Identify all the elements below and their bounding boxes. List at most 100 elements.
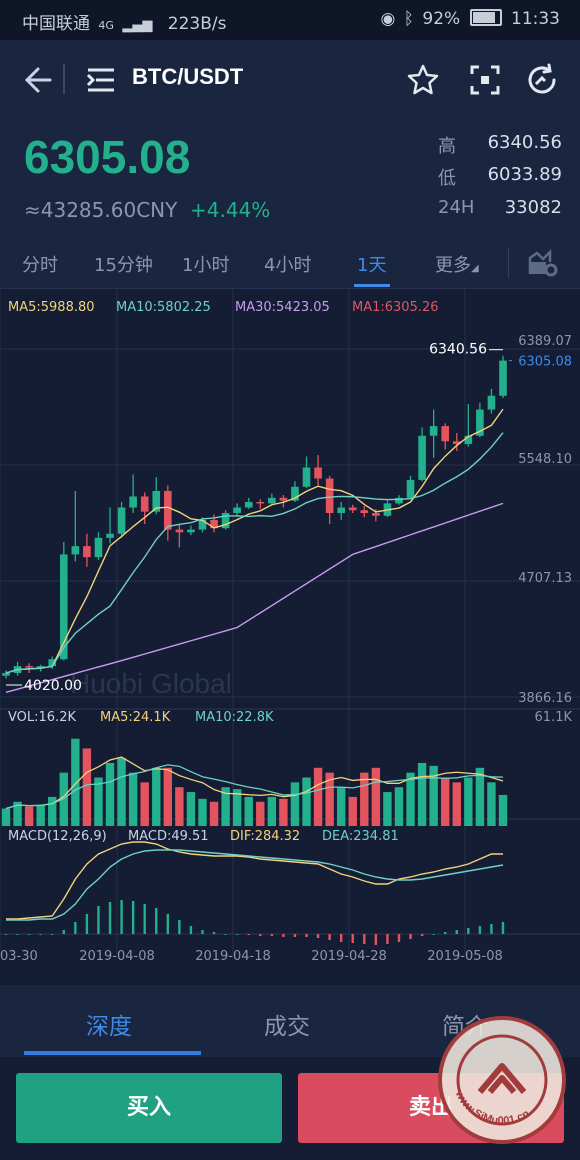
candle-body: [175, 529, 184, 533]
clock: 11:33: [511, 9, 560, 29]
dif-line: [6, 841, 503, 920]
macd-legend-item: DIF:284.32: [230, 829, 300, 844]
ma-legend-item: MA5:5988.80: [8, 300, 95, 315]
tab-trades[interactable]: 成交: [264, 1014, 310, 1040]
tab-15min[interactable]: 15分钟: [94, 255, 153, 276]
dea-line: [6, 849, 504, 921]
macd-histogram-bar: [212, 932, 216, 934]
candle-body: [372, 513, 380, 516]
macd-legend-item: MACD(12,26,9): [8, 829, 107, 844]
tab-more[interactable]: 更多◢: [435, 251, 479, 277]
macd-histogram-bar: [270, 934, 274, 936]
ma10-line: [5, 432, 504, 674]
price-axis-label: 5548.10: [518, 452, 572, 467]
volume-bar: [452, 782, 461, 826]
volume-bar: [302, 777, 311, 826]
tab-4hour[interactable]: 4小时: [264, 255, 312, 276]
candle-body: [360, 510, 369, 514]
kline-chart[interactable]: Huobi Global MA5:5988.80 MA10:5802.25 MA30…: [0, 289, 580, 984]
tab-1day[interactable]: 1天: [357, 255, 387, 276]
volume-bar: [140, 782, 149, 826]
macd-histogram-bar: [16, 934, 19, 935]
macd-histogram-bar: [282, 934, 285, 937]
volume-bar: [186, 792, 196, 826]
ma-legend-item: MA30:5423.05: [235, 300, 330, 315]
refresh-icon[interactable]: [525, 62, 559, 98]
macd-histogram-bar: [27, 934, 31, 935]
pair-list-icon[interactable]: [86, 66, 116, 94]
volume-bar: [498, 794, 508, 826]
volume-bar: [394, 787, 404, 826]
macd-histogram-bar: [363, 934, 366, 944]
volume-bar: [244, 796, 253, 826]
ma-legend: MA5:5988.80 MA10:5802.25 MA30:5423.05 MA1:6…: [8, 300, 439, 315]
macd-histogram-bar: [189, 926, 193, 934]
battery-icon: [469, 9, 502, 26]
candle-body: [476, 409, 484, 436]
candle-body: [71, 546, 80, 555]
volume-bar: [1, 808, 11, 826]
volume-bar: [336, 787, 346, 826]
last-price-tag: 6305.08: [518, 355, 572, 370]
ticker-summary: 6305.08 ≈43285.60CNY +4.44% 高 6340.56 低 60…: [0, 120, 580, 240]
volume-axis-max: 61.1K: [535, 710, 573, 725]
cny-price: ≈43285.60CNY: [24, 198, 178, 222]
volume-bar: [325, 772, 334, 826]
macd-histogram-bar: [97, 906, 100, 934]
active-tab-indicator: [24, 1051, 201, 1055]
volume-bar: [429, 765, 438, 826]
candle-body: [314, 467, 322, 479]
macd-histogram-bar: [444, 932, 447, 934]
candle-body: [36, 666, 45, 668]
date-axis-label: 2019-04-18: [195, 949, 271, 964]
eye-icon: ◉: [380, 9, 396, 29]
network-icon: 4G: [98, 19, 114, 32]
stat-value: 33082: [504, 197, 562, 218]
volume-bar: [94, 777, 103, 826]
candle-body: [429, 426, 438, 436]
volume-bar: [221, 787, 230, 826]
candle-body: [441, 426, 450, 442]
macd-histogram-bar: [374, 934, 378, 945]
stat-value: 6340.56: [487, 132, 562, 153]
macd-histogram-bar: [235, 934, 239, 935]
volume-bar: [105, 762, 115, 826]
back-arrow-icon[interactable]: [22, 62, 54, 98]
candle-body: [395, 497, 403, 504]
tab-1hour[interactable]: 1小时: [182, 255, 230, 276]
ma-legend-item: MA10:5802.25: [116, 300, 211, 315]
macd-histogram-bar: [501, 922, 505, 934]
volume-bar: [279, 798, 288, 826]
macd-histogram-bar: [131, 901, 135, 934]
stat-label: 高: [438, 136, 456, 157]
volume-bar: [24, 806, 34, 826]
macd-histogram-bar: [293, 934, 297, 937]
dropdown-triangle-icon: ◢: [471, 263, 479, 274]
macd-histogram-bar: [316, 934, 320, 938]
candle-body: [291, 486, 299, 501]
divider: [63, 64, 65, 94]
volume-bar: [371, 767, 381, 826]
star-icon[interactable]: [406, 62, 440, 98]
fullscreen-icon[interactable]: [468, 62, 502, 98]
pair-title[interactable]: BTC/USDT: [132, 64, 244, 89]
battery-percent: 92%: [422, 9, 461, 29]
stat-24h: 24H 33082: [438, 197, 562, 218]
signal-icon: ▂▄▆: [122, 18, 153, 33]
volume-bar: [71, 738, 80, 826]
volume-bar: [383, 792, 392, 826]
candle-body: [487, 395, 496, 410]
volume-bar: [209, 801, 219, 826]
volume-bar: [13, 801, 22, 826]
macd-histogram-bar: [397, 934, 401, 942]
macd-histogram-bar: [467, 928, 470, 934]
tab-timeshare[interactable]: 分时: [22, 255, 58, 276]
candle-body: [244, 501, 253, 508]
buy-button[interactable]: 买入: [16, 1073, 282, 1143]
volume-bar: [117, 758, 126, 826]
chart-settings-icon[interactable]: [527, 248, 559, 278]
tab-depth[interactable]: 深度: [86, 1014, 132, 1040]
bluetooth-icon: ᛒ: [403, 9, 414, 29]
stat-low: 低 6033.89: [438, 164, 562, 190]
candle-body: [418, 435, 426, 480]
